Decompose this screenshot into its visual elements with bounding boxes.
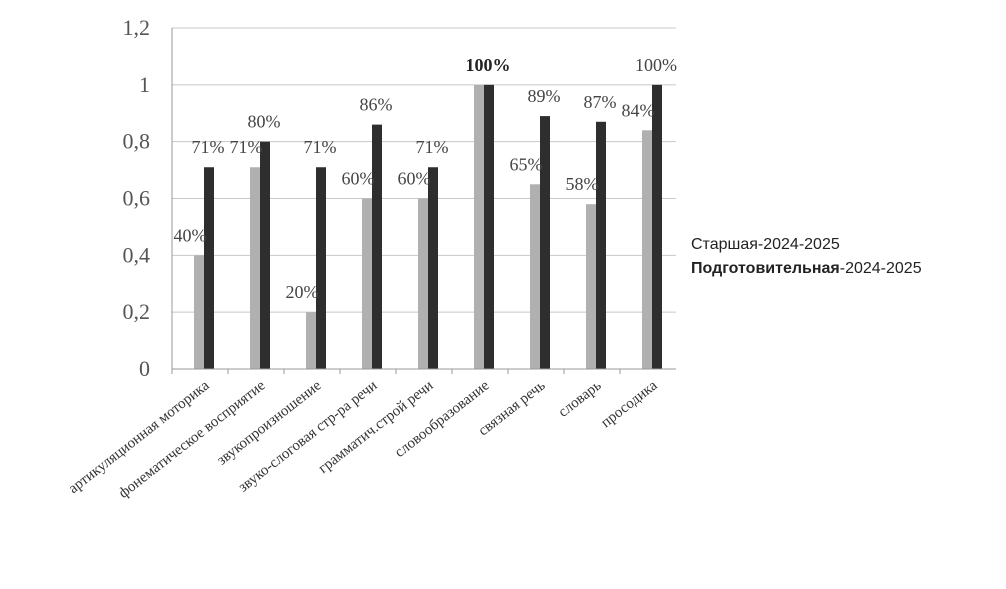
data-label: 86% [360, 95, 393, 115]
bar-starshaya [474, 84, 484, 369]
data-label: 80% [248, 112, 281, 132]
y-tick-label: 1 [139, 72, 150, 97]
legend-item-podgotovitelnaya: Подготовительная-2024-2025 [691, 260, 922, 277]
y-tick-label: 1,2 [123, 15, 151, 40]
y-tick-label: 0,8 [123, 129, 151, 154]
bar-podgotovitelnaya [428, 167, 438, 369]
data-label: 20% [286, 282, 319, 302]
y-tick-label: 0 [139, 356, 150, 381]
bar-podgotovitelnaya [596, 121, 606, 370]
bar-podgotovitelnaya [540, 116, 550, 369]
bar-podgotovitelnaya [372, 124, 382, 369]
data-label: 71% [192, 137, 225, 157]
bar-podgotovitelnaya [652, 84, 662, 369]
data-label: 60% [398, 169, 431, 189]
x-tick-label: словарь [556, 377, 605, 420]
data-label: 87% [584, 92, 617, 112]
data-label: 60% [342, 169, 375, 189]
data-label: 89% [528, 86, 561, 106]
data-label: 40% [174, 225, 207, 245]
bar-starshaya [306, 312, 316, 369]
y-axis: 0 0,2 0,4 0,6 0,8 1 1,2 [123, 15, 173, 381]
data-label: 65% [510, 154, 543, 174]
legend-item-starshaya: Старшая-2024-2025 [691, 236, 840, 253]
x-tick-label: словообразование [392, 377, 493, 461]
legend: Старшая-2024-2025 Подготовительная-2024-… [691, 233, 922, 281]
x-tick-label: просодика [598, 377, 661, 431]
bar-podgotovitelnaya [204, 167, 214, 369]
bar-podgotovitelnaya [316, 167, 326, 369]
x-tick-label: звукопроизношение [214, 377, 325, 468]
bar-starshaya [418, 198, 428, 369]
bar-starshaya [586, 204, 596, 369]
data-label: 58% [566, 174, 599, 194]
data-labels: 40%71% 71%80%20%71%60%86%60%71%100%65%89%… [174, 55, 678, 302]
y-tick-label: 0,6 [123, 186, 151, 211]
bar-starshaya [250, 167, 260, 369]
bar-starshaya [530, 184, 540, 369]
y-tick-label: 0,4 [123, 242, 151, 267]
data-label: 100% [466, 55, 511, 75]
bars [194, 84, 662, 370]
data-label: 71% [230, 137, 263, 157]
data-label: 71% [304, 137, 337, 157]
bar-starshaya [642, 130, 652, 369]
bar-starshaya [194, 255, 204, 369]
bar-starshaya [362, 198, 372, 369]
bar-podgotovitelnaya [260, 141, 270, 369]
bar-podgotovitelnaya [484, 84, 494, 369]
data-label: 100% [635, 55, 677, 75]
data-label: 71% [416, 137, 449, 157]
y-tick-label: 0,2 [123, 299, 151, 324]
data-label: 84% [622, 100, 655, 120]
